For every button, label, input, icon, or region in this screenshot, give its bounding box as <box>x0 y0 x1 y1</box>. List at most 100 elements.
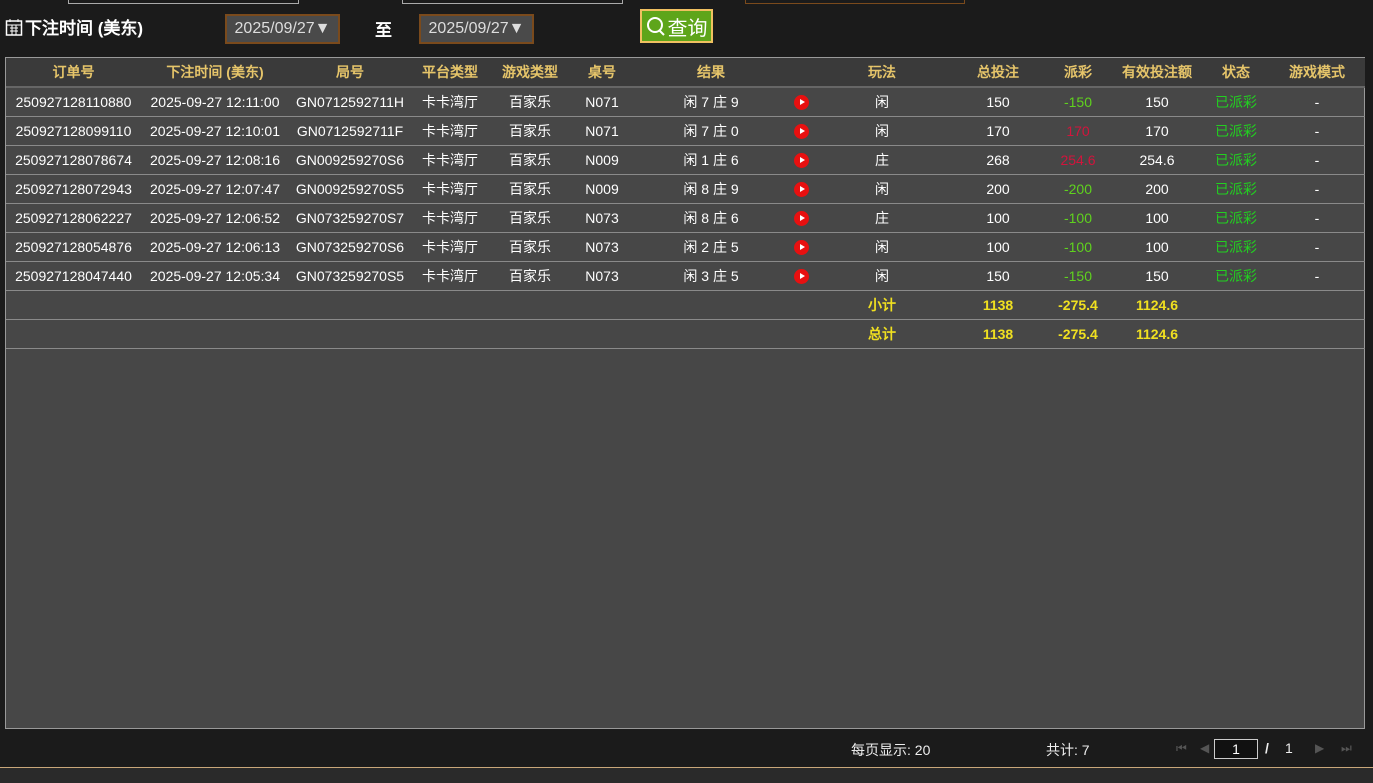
date-to-select[interactable]: 2025/09/27▼ <box>419 14 534 44</box>
table-cell: -100 <box>1045 232 1111 262</box>
play-video-icon[interactable] <box>793 268 809 284</box>
replay-cell <box>789 203 813 233</box>
table-cell: 已派彩 <box>1203 145 1269 175</box>
last-page-icon[interactable]: ⏭ <box>1341 741 1352 755</box>
table-cell: 100 <box>951 203 1045 233</box>
play-video-icon[interactable] <box>793 95 809 111</box>
subtotal-row: 小计 1138 -275.4 1124.6 <box>6 290 1365 320</box>
table-cell: 闲 8 庄 6 <box>633 203 789 233</box>
table-row: 250927128062227 2025-09-27 12:06:52 GN0732… <box>6 203 1365 233</box>
table-cell: 闲 2 庄 5 <box>633 232 789 262</box>
first-page-icon[interactable]: ⏮ <box>1176 741 1187 755</box>
table-cell: - <box>1269 232 1365 262</box>
table-cell: 254.6 <box>1045 145 1111 175</box>
per-page: 每页显示: 20 <box>851 742 931 758</box>
replay-cell <box>789 232 813 262</box>
table-cell: 250927128099110 <box>6 116 141 146</box>
top-input-3[interactable] <box>745 0 965 4</box>
top-input-1[interactable] <box>68 0 299 4</box>
table-cell: GN009259270S6 <box>289 145 411 175</box>
play-video-icon[interactable] <box>793 152 809 168</box>
table-row: 250927128054876 2025-09-27 12:06:13 GN0732… <box>6 232 1365 262</box>
table-cell: 150 <box>1111 87 1203 117</box>
column-header: 玩法 <box>813 58 951 88</box>
table-cell: 已派彩 <box>1203 116 1269 146</box>
table-cell: 150 <box>951 87 1045 117</box>
table-cell: 170 <box>951 116 1045 146</box>
total-cell <box>1203 319 1269 349</box>
table-cell: 闲 8 庄 9 <box>633 174 789 204</box>
column-header: 游戏模式 <box>1269 58 1365 88</box>
table-cell: 2025-09-27 12:11:00 <box>141 87 289 117</box>
table-cell: N009 <box>571 174 633 204</box>
table-cell: 250927128110880 <box>6 87 141 117</box>
table-cell: 庄 <box>813 203 951 233</box>
table-cell: 2025-09-27 12:08:16 <box>141 145 289 175</box>
table-cell: 已派彩 <box>1203 232 1269 262</box>
table-cell: 卡卡湾厅 <box>411 174 489 204</box>
total-cell <box>6 319 141 349</box>
to-label: 至 <box>375 21 392 40</box>
query-label: 查询 <box>667 17 708 40</box>
table-cell: GN073259270S7 <box>289 203 411 233</box>
play-video-icon[interactable] <box>793 181 809 197</box>
subtotal-cell <box>633 290 789 320</box>
table-cell: 闲 <box>813 116 951 146</box>
column-header <box>789 58 813 88</box>
date-from-select[interactable]: 2025/09/27▼ <box>225 14 340 44</box>
prev-page-icon[interactable]: ◀ <box>1200 741 1210 755</box>
total-cell <box>633 319 789 349</box>
search-icon <box>646 17 665 36</box>
query-button[interactable]: 查询 <box>640 9 713 43</box>
table-cell: 250927128072943 <box>6 174 141 204</box>
table-cell: 100 <box>1111 203 1203 233</box>
play-video-icon[interactable] <box>793 239 809 255</box>
table-cell: 卡卡湾厅 <box>411 232 489 262</box>
subtotal-cell <box>411 290 489 320</box>
table-cell: 闲 1 庄 6 <box>633 145 789 175</box>
table-cell: 150 <box>1111 261 1203 291</box>
next-page-icon[interactable]: ▶ <box>1315 741 1325 755</box>
play-video-icon[interactable] <box>793 210 809 226</box>
subtotal-cell: 小计 <box>813 290 951 320</box>
table-cell: 闲 <box>813 261 951 291</box>
table-cell: 闲 <box>813 232 951 262</box>
table-cell: 卡卡湾厅 <box>411 203 489 233</box>
table-cell: 200 <box>1111 174 1203 204</box>
filter-label-text: 下注时间 (美东) <box>25 19 144 38</box>
table-cell: N071 <box>571 116 633 146</box>
subtotal-cell: 1124.6 <box>1111 290 1203 320</box>
column-header: 结果 <box>633 58 789 88</box>
subtotal-cell: -275.4 <box>1045 290 1111 320</box>
replay-cell <box>789 145 813 175</box>
table-cell: 卡卡湾厅 <box>411 145 489 175</box>
table-cell: 百家乐 <box>489 203 571 233</box>
subtotal-cell <box>1203 290 1269 320</box>
table-cell: 2025-09-27 12:10:01 <box>141 116 289 146</box>
table-cell: 100 <box>951 232 1045 262</box>
play-video-icon[interactable] <box>793 123 809 139</box>
table-cell: N073 <box>571 203 633 233</box>
calendar-icon <box>5 18 23 36</box>
table-cell: 170 <box>1045 116 1111 146</box>
table-cell: GN009259270S5 <box>289 174 411 204</box>
total-cell: 1138 <box>951 319 1045 349</box>
page-input[interactable]: 1 <box>1214 739 1258 759</box>
table-cell: 百家乐 <box>489 116 571 146</box>
table-cell: 百家乐 <box>489 232 571 262</box>
table-cell: 卡卡湾厅 <box>411 87 489 117</box>
table-cell: 百家乐 <box>489 145 571 175</box>
subtotal-cell: 1138 <box>951 290 1045 320</box>
bet-records-panel: 订单号 下注时间 (美东) 局号 平台类型 游戏类型 桌号 结果 玩法 总投注 派彩 有效投注额 状态… <box>5 57 1365 729</box>
total-cell <box>411 319 489 349</box>
table-cell: - <box>1269 174 1365 204</box>
table-cell: GN073259270S5 <box>289 261 411 291</box>
table-cell: GN073259270S6 <box>289 232 411 262</box>
top-input-2[interactable] <box>402 0 623 4</box>
table-cell: 2025-09-27 12:05:34 <box>141 261 289 291</box>
replay-cell <box>789 174 813 204</box>
table-cell: N073 <box>571 232 633 262</box>
total-row: 总计 1138 -275.4 1124.6 <box>6 319 1365 349</box>
total-pages: 1 <box>1285 740 1293 756</box>
total-cell <box>289 319 411 349</box>
